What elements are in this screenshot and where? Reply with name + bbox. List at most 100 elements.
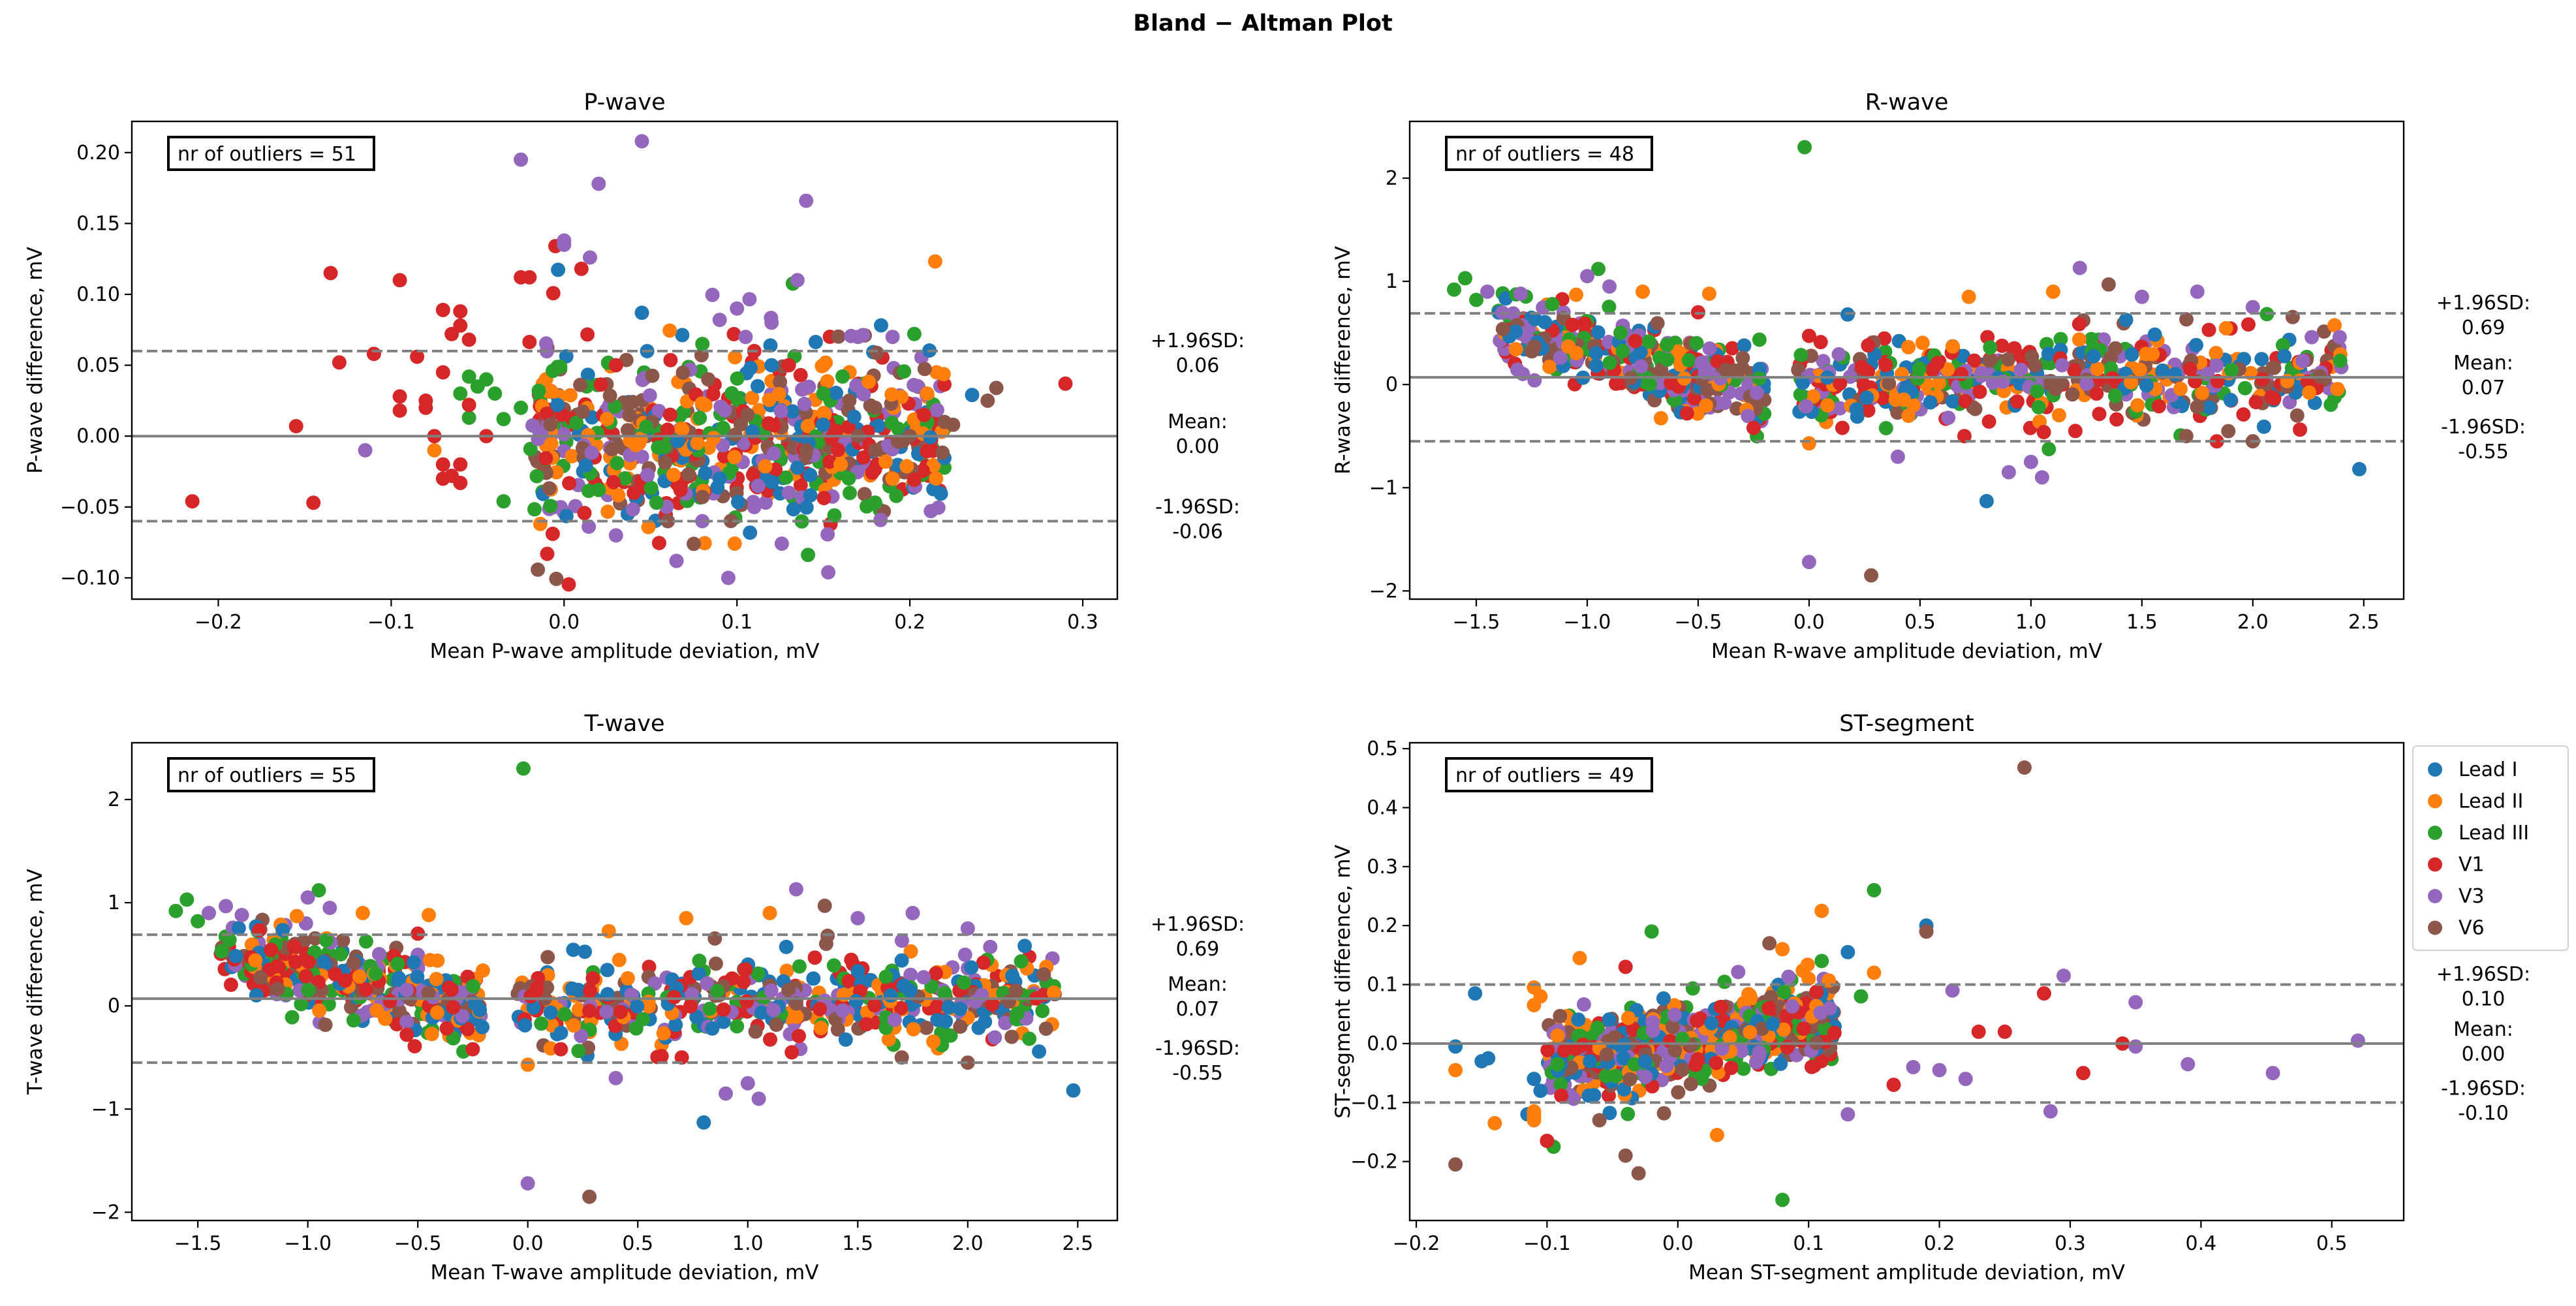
mean-value: 0.00 bbox=[2462, 1043, 2506, 1066]
data-point bbox=[903, 984, 918, 998]
data-point bbox=[608, 528, 623, 543]
data-point bbox=[694, 396, 709, 411]
outliers-label: nr of outliers = 48 bbox=[1455, 143, 1634, 166]
data-point bbox=[1856, 377, 1871, 392]
data-point bbox=[820, 527, 835, 542]
data-point bbox=[1861, 338, 1876, 353]
data-point bbox=[774, 536, 789, 551]
outliers-label: nr of outliers = 49 bbox=[1455, 764, 1634, 787]
data-point bbox=[894, 953, 909, 968]
data-point bbox=[2079, 376, 2094, 391]
panel-t-wave: −1.5 −1.0 −0.5 0.0 0.5 1.0 1.5 2.0 2.5 −2 −1 0 1 2 T-w… bbox=[23, 711, 1245, 1284]
data-point bbox=[2028, 358, 2043, 373]
data-point bbox=[2051, 408, 2066, 423]
upper-loa-value: 0.10 bbox=[2462, 988, 2506, 1011]
data-point bbox=[1946, 394, 1960, 409]
data-point bbox=[706, 431, 721, 446]
data-point bbox=[625, 502, 640, 517]
data-point bbox=[929, 403, 944, 418]
data-point bbox=[871, 418, 886, 433]
data-point bbox=[807, 950, 822, 965]
data-point bbox=[1793, 387, 1808, 402]
data-point bbox=[907, 326, 922, 341]
data-point bbox=[522, 335, 537, 349]
data-point bbox=[453, 457, 468, 472]
data-point bbox=[544, 383, 559, 398]
data-point bbox=[897, 364, 912, 379]
data-point bbox=[523, 989, 538, 1004]
data-point bbox=[566, 942, 581, 957]
data-point bbox=[1553, 1077, 1568, 1092]
data-point bbox=[1776, 1022, 1791, 1037]
data-point bbox=[916, 407, 931, 422]
data-point bbox=[983, 939, 998, 954]
x-tick-label: 1.5 bbox=[842, 1232, 873, 1255]
data-point bbox=[2316, 324, 2331, 339]
data-point bbox=[372, 946, 386, 961]
y-tick-label: −0.1 bbox=[1350, 1091, 1398, 1114]
x-axis-label: Mean T-wave amplitude deviation, mV bbox=[431, 1261, 819, 1284]
data-point bbox=[514, 400, 529, 415]
data-point bbox=[1513, 287, 1528, 301]
mean-label: Mean: bbox=[1168, 973, 1228, 996]
data-point bbox=[1835, 420, 1850, 435]
data-point bbox=[1791, 362, 1806, 377]
lower-loa-value: -0.55 bbox=[2458, 441, 2509, 463]
lower-loa-value: -0.10 bbox=[2458, 1102, 2509, 1125]
data-point bbox=[1831, 347, 1846, 362]
data-point bbox=[2056, 969, 2071, 983]
x-tick-label: 0.4 bbox=[2186, 1232, 2217, 1255]
y-tick-label: 0 bbox=[1386, 373, 1398, 396]
data-point bbox=[222, 932, 237, 947]
data-point bbox=[856, 387, 871, 402]
data-point bbox=[1972, 384, 1987, 399]
data-point bbox=[2332, 330, 2347, 345]
data-point bbox=[856, 450, 871, 465]
data-point bbox=[754, 1005, 769, 1020]
data-point bbox=[2108, 341, 2123, 356]
x-tick-label: 0.0 bbox=[1662, 1232, 1694, 1255]
data-point bbox=[337, 973, 352, 988]
data-point bbox=[885, 471, 900, 486]
data-point bbox=[656, 1026, 671, 1041]
data-point bbox=[578, 458, 593, 473]
data-point bbox=[630, 999, 645, 1014]
data-point bbox=[435, 365, 450, 380]
data-point bbox=[1448, 1039, 1463, 1054]
data-point bbox=[890, 434, 905, 449]
panel-st-segment: −0.2 −0.1 0.0 0.1 0.2 0.3 0.4 0.5 −0.2 −0.1 0.0 0.1… bbox=[1331, 711, 2530, 1284]
data-point bbox=[1688, 1057, 1703, 1072]
data-point bbox=[1565, 317, 1580, 332]
data-point bbox=[1890, 405, 1905, 420]
data-point bbox=[644, 480, 659, 495]
panel-title: R-wave bbox=[1865, 89, 1949, 116]
x-tick-label: 0.5 bbox=[1904, 611, 1936, 634]
data-point bbox=[1895, 367, 1909, 382]
data-point bbox=[582, 1003, 597, 1018]
data-point bbox=[2277, 349, 2292, 364]
data-point bbox=[933, 486, 948, 501]
data-point bbox=[2045, 284, 2060, 299]
data-point bbox=[2167, 367, 2182, 382]
data-point bbox=[1971, 1024, 1986, 1039]
data-point bbox=[1633, 345, 1648, 360]
x-tick-label: 0.2 bbox=[1924, 1232, 1955, 1255]
data-point bbox=[553, 1025, 568, 1040]
data-point bbox=[2128, 995, 2143, 1010]
data-point bbox=[803, 488, 818, 503]
data-point bbox=[583, 250, 597, 265]
data-point bbox=[1591, 262, 1606, 277]
x-tick-label: 0.5 bbox=[2316, 1232, 2348, 1255]
data-point bbox=[1700, 382, 1715, 397]
data-point bbox=[2152, 399, 2166, 414]
data-point bbox=[865, 465, 880, 480]
data-point bbox=[1681, 352, 1696, 367]
data-point bbox=[965, 388, 980, 403]
upper-loa-value: 0.69 bbox=[1176, 938, 1220, 961]
data-point bbox=[2302, 385, 2317, 400]
data-point bbox=[223, 977, 238, 992]
data-point bbox=[2236, 407, 2251, 422]
data-point bbox=[789, 1009, 804, 1024]
data-point bbox=[1527, 339, 1542, 354]
data-point bbox=[2031, 399, 2046, 414]
